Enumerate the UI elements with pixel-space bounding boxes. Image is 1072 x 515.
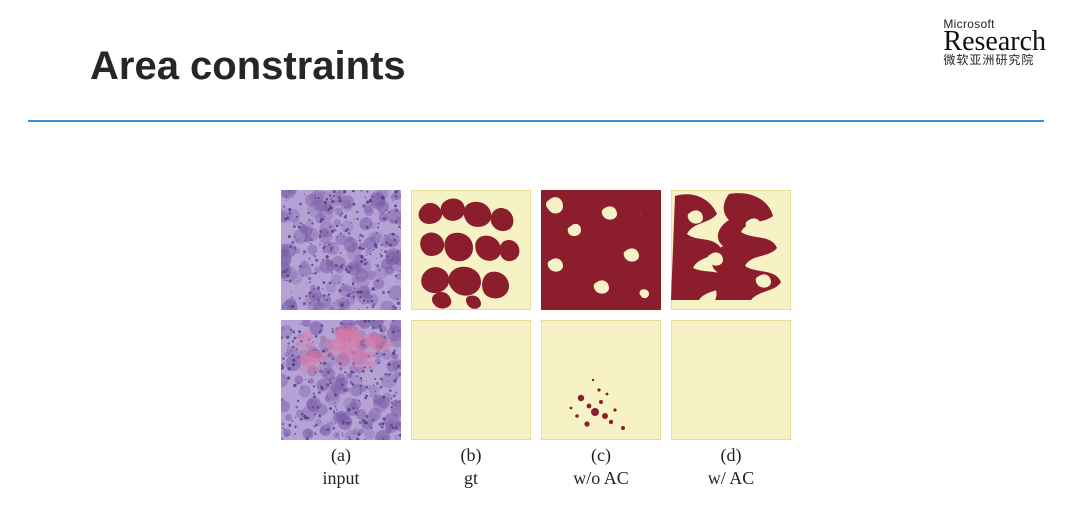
col-label-b: (b) gt [411,444,531,489]
figure-grid [281,190,791,440]
col-text: gt [411,467,531,490]
slide-title: Area constraints [90,44,406,89]
cell-r1-gt [411,190,531,310]
col-letter: (a) [281,444,401,467]
col-letter: (c) [541,444,661,467]
col-label-d: (d) w/ AC [671,444,791,489]
msr-logo: Microsoft Research 微软亚洲研究院 [943,18,1046,66]
logo-subtitle: 微软亚洲研究院 [943,54,1046,66]
cell-r1-without-ac [541,190,661,310]
title-rule [28,120,1044,122]
cell-r2-input [281,320,401,440]
cell-r1-with-ac [671,190,791,310]
col-text: w/ AC [671,467,791,490]
figure-column-labels: (a) input (b) gt (c) w/o AC (d) w/ AC [281,444,791,489]
col-text: input [281,467,401,490]
col-letter: (d) [671,444,791,467]
logo-brand-big: Research [943,28,1046,56]
col-label-a: (a) input [281,444,401,489]
cell-r1-input [281,190,401,310]
col-label-c: (c) w/o AC [541,444,661,489]
cell-r2-gt [411,320,531,440]
col-text: w/o AC [541,467,661,490]
cell-r2-without-ac [541,320,661,440]
cell-r2-with-ac [671,320,791,440]
col-letter: (b) [411,444,531,467]
